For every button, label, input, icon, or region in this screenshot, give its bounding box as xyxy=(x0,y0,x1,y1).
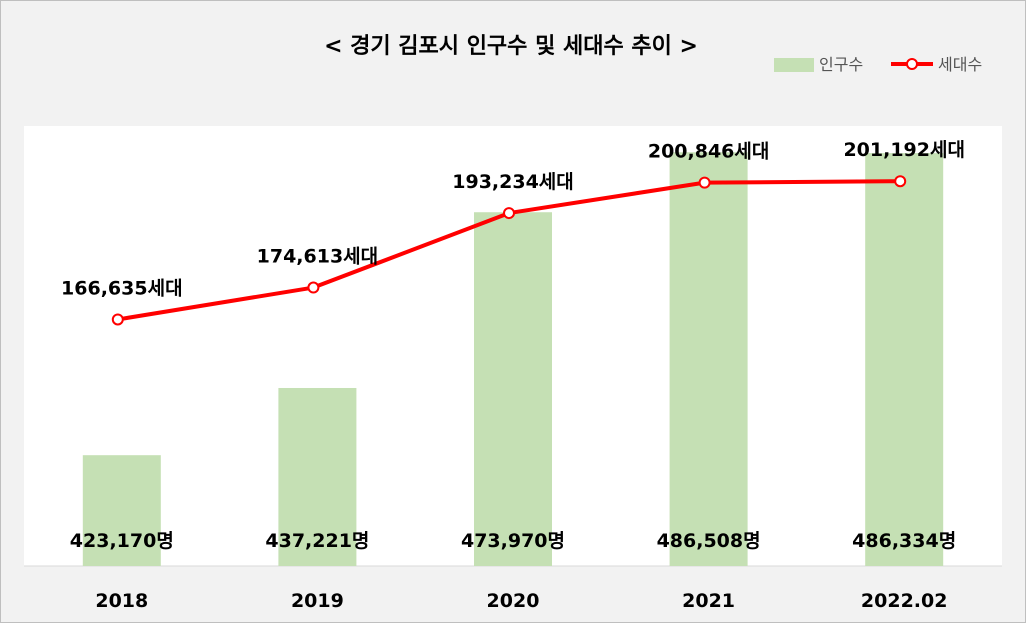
bar-2019 xyxy=(278,387,357,566)
population-label-2019: 437,221명 xyxy=(265,530,369,552)
households-label-2018: 166,635세대 xyxy=(61,277,183,299)
population-label-2018: 423,170명 xyxy=(70,530,174,552)
chart-title: < 경기 김포시 인구수 및 세대수 추이 > xyxy=(324,34,698,59)
population-label-2020: 473,970명 xyxy=(461,530,565,552)
households-point-2019 xyxy=(307,281,320,294)
x-tick-2018: 2018 xyxy=(95,590,148,612)
bar-2020 xyxy=(474,212,552,566)
households-label-2022.02: 201,192세대 xyxy=(843,139,965,161)
x-tick-2019: 2019 xyxy=(291,590,344,612)
data-labels: 423,170명 437,221명 473,970명 486,508명 486,334명… xyxy=(61,139,965,552)
legend-swatch-population xyxy=(774,58,814,72)
households-point-2021 xyxy=(698,176,711,189)
line-series xyxy=(111,175,907,326)
bar-series xyxy=(82,152,944,566)
legend-marker-households xyxy=(906,58,918,70)
x-tick-2021: 2021 xyxy=(682,590,735,612)
legend: 인구수 세대수 xyxy=(774,55,982,74)
households-point-2020 xyxy=(503,207,515,220)
households-label-2019: 174,613세대 xyxy=(257,246,379,268)
bar-2021 xyxy=(669,152,748,566)
bar-2022.02 xyxy=(865,153,944,566)
x-axis-ticks: 2018 2019 2020 2021 2022.02 xyxy=(95,590,947,612)
households-point-2018 xyxy=(111,313,124,326)
population-label-2022.02: 486,334명 xyxy=(852,530,956,552)
households-label-2021: 200,846세대 xyxy=(648,141,770,163)
households-point-2022.02 xyxy=(894,175,907,188)
population-label-2021: 486,508명 xyxy=(657,530,761,552)
legend-label-population: 인구수 xyxy=(819,55,863,74)
households-label-2020: 193,234세대 xyxy=(452,171,574,193)
legend-label-households: 세대수 xyxy=(938,55,982,74)
bar-2018 xyxy=(82,455,161,566)
x-tick-2020: 2020 xyxy=(487,590,540,612)
x-tick-2022.02: 2022.02 xyxy=(861,590,948,612)
